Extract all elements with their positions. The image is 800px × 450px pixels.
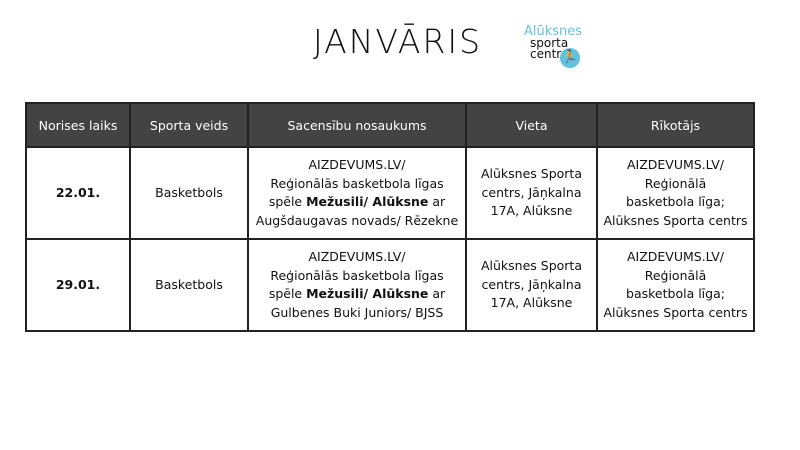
header-sport: Sporta veids [129,102,249,148]
event-organizer: AIZDEVUMS.LV/Reģionālā basketbola līga; Al… [596,146,755,240]
header-date: Norises laiks [25,102,131,148]
event-name: AIZDEVUMS.LV/Reģionālās basketbola līgas… [247,146,467,240]
event-place: Alūksnes Sporta centrs, Jāņkalna 17A, Alūk… [465,238,598,332]
logo: Alūksnes sporta centrs 🏃 [512,24,592,74]
header-place: Vieta [465,102,598,148]
event-name: AIZDEVUMS.LV/Reģionālās basketbola līgas… [247,238,467,332]
event-sport: Basketbols [129,146,249,240]
event-place: Alūksnes Sporta centrs, Jāņkalna 17A, Alūk… [465,146,598,240]
logo-line1: Alūksnes [524,24,583,39]
event-organizer: AIZDEVUMS.LV/Reģionālā basketbola līga; Al… [596,238,755,332]
header-name: Sacensību nosaukums [247,102,467,148]
table-row: 22.01. Basketbols AIZDEVUMS.LV/Reģionālā… [25,146,755,240]
event-date: 29.01. [25,238,131,332]
table-row: 29.01. Basketbols AIZDEVUMS.LV/Reģionālā… [25,238,755,332]
logo-line2: sporta centrs [530,36,569,61]
table-header: Norises laiks Sporta veids Sacensību nos… [25,102,755,148]
page-title: JANVĀRIS [313,22,483,61]
event-date: 22.01. [25,146,131,240]
event-sport: Basketbols [129,238,249,332]
runner-icon: 🏃 [560,48,580,68]
header-organizer: Rīkotājs [596,102,755,148]
events-table: Norises laiks Sporta veids Sacensību nos… [25,102,755,332]
